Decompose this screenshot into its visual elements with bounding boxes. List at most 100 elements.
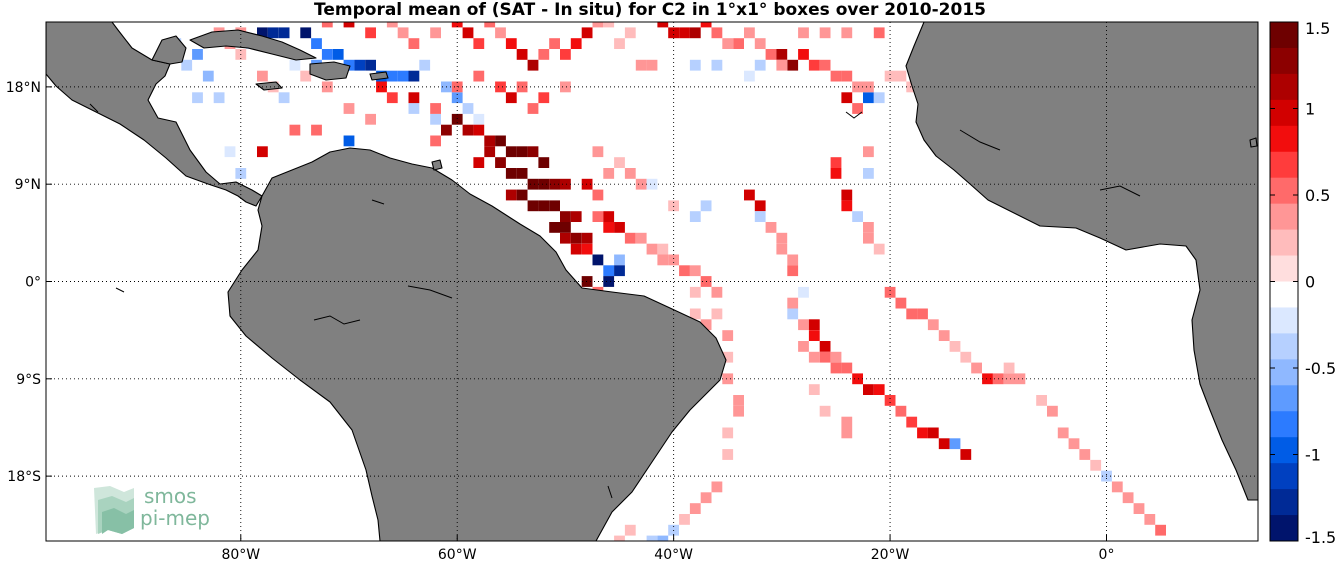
anomaly-box bbox=[430, 103, 441, 114]
anomaly-box bbox=[560, 232, 571, 244]
anomaly-box bbox=[787, 308, 799, 320]
anomaly-box bbox=[473, 38, 485, 49]
anomaly-box bbox=[960, 449, 972, 460]
anomaly-box bbox=[257, 70, 268, 82]
land-sao-tome bbox=[1249, 137, 1258, 148]
anomaly-box bbox=[689, 308, 701, 320]
colorbar-band bbox=[1270, 437, 1298, 464]
anomaly-box bbox=[397, 27, 409, 39]
lon-tick-label: 20°W bbox=[871, 547, 910, 563]
anomaly-box bbox=[754, 200, 766, 212]
anomaly-box bbox=[430, 113, 441, 125]
anomaly-box bbox=[419, 59, 431, 71]
anomaly-box bbox=[1144, 514, 1156, 525]
anomaly-box bbox=[538, 178, 550, 190]
anomaly-box bbox=[560, 178, 571, 190]
anomaly-box bbox=[744, 27, 755, 39]
anomaly-box bbox=[711, 286, 723, 298]
anomaly-box bbox=[841, 200, 853, 212]
anomaly-box bbox=[646, 178, 658, 190]
anomaly-box bbox=[657, 535, 669, 541]
anomaly-box bbox=[592, 22, 604, 28]
anomaly-box bbox=[462, 27, 474, 39]
anomaly-box bbox=[592, 189, 604, 201]
anomaly-box bbox=[516, 189, 528, 201]
anomaly-box bbox=[495, 135, 506, 147]
lat-tick-label: 18°N bbox=[6, 80, 41, 96]
anomaly-box bbox=[700, 319, 712, 331]
anomaly-box bbox=[408, 92, 420, 104]
anomaly-box bbox=[235, 168, 247, 179]
anomaly-box bbox=[365, 59, 376, 71]
anomaly-box bbox=[689, 265, 701, 277]
colorbar-tick-label: 0.5 bbox=[1305, 186, 1330, 205]
smos-pimep-logo: smos pi-mep bbox=[94, 484, 210, 534]
land-puerto-rico bbox=[369, 71, 389, 81]
anomaly-box bbox=[668, 200, 679, 212]
canary-coast bbox=[845, 111, 863, 119]
colorbar: 1.5 1 0.5 0 -0.5 -1 -1.5 bbox=[1269, 19, 1336, 547]
anomaly-box bbox=[1079, 449, 1091, 460]
anomaly-box bbox=[917, 308, 928, 320]
anomaly-box bbox=[505, 168, 517, 179]
anomaly-box bbox=[852, 81, 863, 93]
anomaly-box bbox=[430, 27, 441, 39]
anomaly-box bbox=[300, 70, 312, 82]
anomaly-box bbox=[549, 222, 560, 233]
anomaly-box bbox=[689, 503, 701, 514]
anomaly-box bbox=[798, 319, 809, 331]
anomaly-box bbox=[505, 92, 517, 104]
anomaly-box bbox=[635, 232, 647, 244]
anomaly-box bbox=[473, 70, 485, 82]
colorbar-tick-label: -0.5 bbox=[1305, 359, 1336, 378]
anomaly-box bbox=[430, 135, 441, 147]
anomaly-box bbox=[1003, 373, 1015, 385]
anomaly-box bbox=[744, 70, 755, 82]
anomaly-box bbox=[808, 384, 820, 395]
anomaly-box bbox=[560, 81, 571, 93]
land-south-america bbox=[227, 147, 727, 541]
anomaly-box bbox=[765, 49, 777, 60]
anomaly-box bbox=[776, 232, 788, 244]
anomaly-box bbox=[744, 189, 755, 201]
anomaly-box bbox=[462, 124, 474, 136]
river-niger-2 bbox=[1099, 185, 1141, 197]
anomaly-box bbox=[289, 124, 301, 136]
anomaly-box bbox=[711, 481, 723, 493]
lat-tick-label: 9°N bbox=[15, 177, 41, 193]
anomaly-box bbox=[473, 113, 485, 125]
anomaly-box bbox=[614, 254, 625, 266]
colorbar-band bbox=[1270, 47, 1298, 75]
anomaly-box bbox=[863, 168, 874, 179]
anomaly-box bbox=[570, 211, 582, 222]
anomaly-box bbox=[830, 362, 842, 374]
anomaly-box bbox=[884, 286, 896, 298]
anomaly-box bbox=[484, 22, 496, 28]
river-amazon bbox=[313, 315, 361, 325]
river-niger bbox=[959, 129, 1001, 151]
anomaly-box bbox=[527, 178, 539, 190]
anomaly-box bbox=[570, 243, 582, 255]
anomaly-box bbox=[321, 81, 333, 93]
logo-line-pimep: pi-mep bbox=[140, 506, 210, 530]
anomaly-box bbox=[365, 113, 376, 125]
land-africa bbox=[905, 22, 1258, 501]
lat-tick-label: 0° bbox=[25, 275, 41, 291]
anomaly-box bbox=[603, 168, 615, 179]
anomaly-box bbox=[495, 27, 506, 39]
anomaly-box bbox=[495, 157, 506, 168]
anomaly-box bbox=[841, 27, 853, 39]
land-layer bbox=[46, 22, 1258, 541]
land-hispaniola bbox=[309, 61, 351, 81]
anomaly-box bbox=[603, 265, 615, 277]
anomaly-box bbox=[538, 92, 550, 104]
anomaly-box bbox=[624, 27, 636, 39]
axis-ticks: 80°W 60°W 40°W 20°W 0° 18°N 9°N 0° 9°S 18°S bbox=[6, 80, 1115, 563]
anomaly-box bbox=[516, 49, 528, 60]
anomaly-box bbox=[700, 200, 712, 212]
anomaly-box bbox=[603, 211, 615, 222]
anomaly-box bbox=[982, 373, 993, 385]
anomaly-box bbox=[1036, 395, 1047, 406]
anomaly-box bbox=[181, 59, 193, 71]
anomaly-box bbox=[689, 286, 701, 298]
